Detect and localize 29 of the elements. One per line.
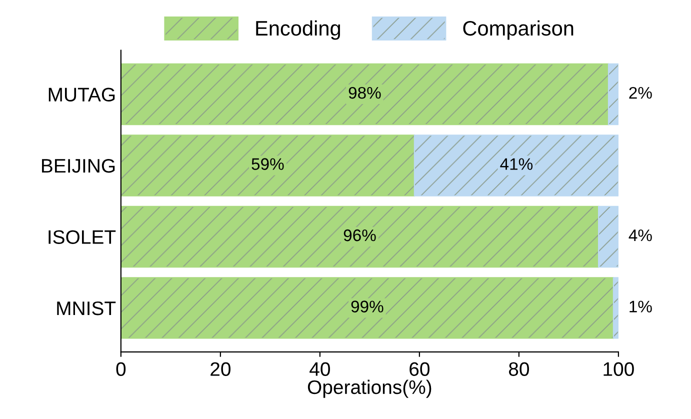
x-tick-label: 60 (410, 362, 430, 376)
y-tick-label: MUTAG (48, 88, 115, 102)
x-tick-label: 80 (508, 362, 529, 376)
legend-label: Comparison (463, 20, 574, 40)
data-label: 99% (351, 300, 384, 312)
y-tick-label: MNIST (57, 301, 116, 316)
bar (612, 277, 618, 339)
data-label: 96% (344, 229, 376, 242)
data-label: 59% (252, 158, 284, 170)
x-tick-label: 0 (116, 362, 126, 376)
data-label: 4% (628, 229, 652, 242)
data-label: 41% (500, 158, 533, 170)
bar (120, 277, 614, 339)
y-tick-label: BEIJING (42, 158, 115, 173)
data-label: 1% (630, 300, 652, 312)
bar (120, 134, 416, 196)
bar (120, 63, 610, 126)
bar (598, 206, 618, 268)
bar (608, 63, 618, 126)
data-label: 98% (348, 86, 381, 99)
y-tick-label: ISOLET (48, 230, 116, 244)
x-tick-label: 20 (210, 362, 230, 376)
x-axis-title: Operations(%) (308, 380, 432, 398)
bar (120, 206, 600, 268)
legend-label: Encoding (256, 20, 340, 40)
bar (414, 134, 618, 196)
x-tick-label: 100 (604, 362, 634, 376)
data-label: 2% (629, 86, 652, 99)
x-tick-label: 40 (310, 362, 330, 376)
